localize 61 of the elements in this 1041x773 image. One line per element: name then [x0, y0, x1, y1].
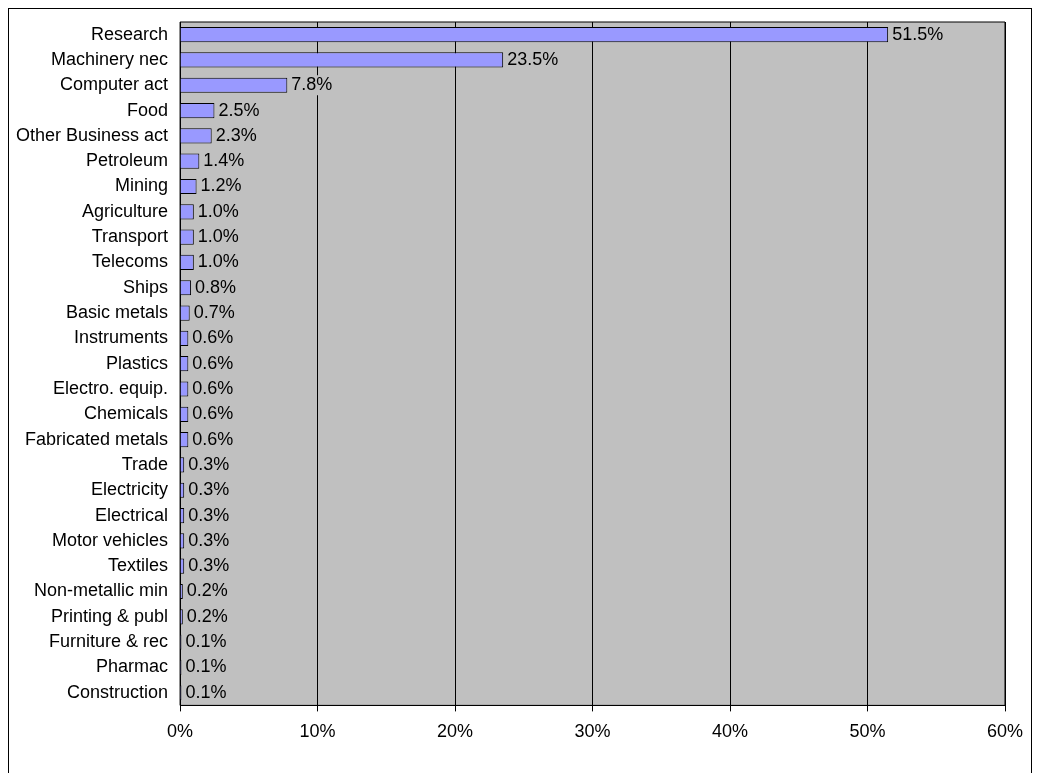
- y-tick-label: Trade: [121, 453, 169, 474]
- data-label: 7.8%: [291, 74, 333, 95]
- data-label: 0.6%: [192, 327, 234, 348]
- data-label: 0.3%: [188, 555, 230, 576]
- y-tick-label: Motor vehicles: [52, 529, 169, 550]
- y-tick-label: Agriculture: [82, 200, 169, 221]
- y-tick-label: Non-metallic min: [34, 580, 169, 601]
- data-label: 1.0%: [197, 251, 239, 272]
- data-label: 0.1%: [185, 681, 227, 702]
- data-label: 1.0%: [197, 226, 239, 247]
- data-label: 0.1%: [185, 631, 227, 652]
- data-label: 0.6%: [192, 377, 234, 398]
- data-label: 1.0%: [197, 200, 239, 221]
- y-tick-label: Petroleum: [86, 150, 169, 171]
- x-tick-label: 10%: [299, 721, 336, 742]
- y-tick-label: Pharmac: [96, 656, 169, 677]
- y-tick-label: Chemicals: [84, 403, 169, 424]
- data-label: 0.3%: [188, 529, 230, 550]
- data-label: 51.5%: [892, 23, 944, 44]
- y-tick-label: Electrical: [95, 504, 169, 525]
- y-tick-label: Textiles: [108, 555, 169, 576]
- y-tick-label: Other Business act: [15, 124, 169, 145]
- x-tick-label: 0%: [167, 721, 194, 742]
- y-tick-label: Printing & publ: [50, 605, 169, 626]
- x-tick-label: 40%: [712, 721, 749, 742]
- data-label: 0.3%: [188, 504, 230, 525]
- y-tick-label: Mining: [115, 175, 169, 196]
- y-tick-label: Fabricated metals: [25, 428, 169, 449]
- y-tick-label: Computer act: [60, 74, 169, 95]
- y-tick-label: Basic metals: [66, 302, 169, 323]
- y-tick-label: Ships: [123, 276, 169, 297]
- data-label: 1.4%: [203, 150, 245, 171]
- y-tick-label: Furniture & rec: [49, 631, 169, 652]
- data-label: 23.5%: [507, 48, 559, 69]
- y-tick-label: Transport: [91, 226, 169, 247]
- data-label: 0.1%: [185, 656, 227, 677]
- x-tick-label: 50%: [849, 721, 886, 742]
- data-label: 0.3%: [188, 453, 230, 474]
- data-label: 0.6%: [192, 352, 234, 373]
- y-tick-label: Machinery nec: [51, 48, 169, 69]
- y-tick-label: Food: [127, 99, 169, 120]
- data-label: 0.2%: [186, 605, 228, 626]
- y-tick-label: Electricity: [91, 479, 169, 500]
- data-label: 0.8%: [195, 276, 237, 297]
- x-tick-label: 20%: [437, 721, 474, 742]
- y-tick-label: Construction: [67, 681, 169, 702]
- data-label: 0.2%: [186, 580, 228, 601]
- y-tick-label: Plastics: [106, 352, 169, 373]
- x-tick-label: 30%: [574, 721, 611, 742]
- data-label: 1.2%: [200, 175, 242, 196]
- y-tick-label: Instruments: [74, 327, 169, 348]
- y-tick-label: Electro. equip.: [52, 377, 169, 398]
- y-tick-label: Telecoms: [92, 251, 169, 272]
- data-label: 0.7%: [193, 302, 235, 323]
- data-label: 0.6%: [192, 403, 234, 424]
- data-label: 2.3%: [215, 124, 257, 145]
- y-tick-label: Research: [91, 23, 169, 44]
- data-label: 0.3%: [188, 479, 230, 500]
- data-label: 2.5%: [218, 99, 260, 120]
- data-label: 0.6%: [192, 428, 234, 449]
- x-tick-label: 60%: [986, 721, 1024, 742]
